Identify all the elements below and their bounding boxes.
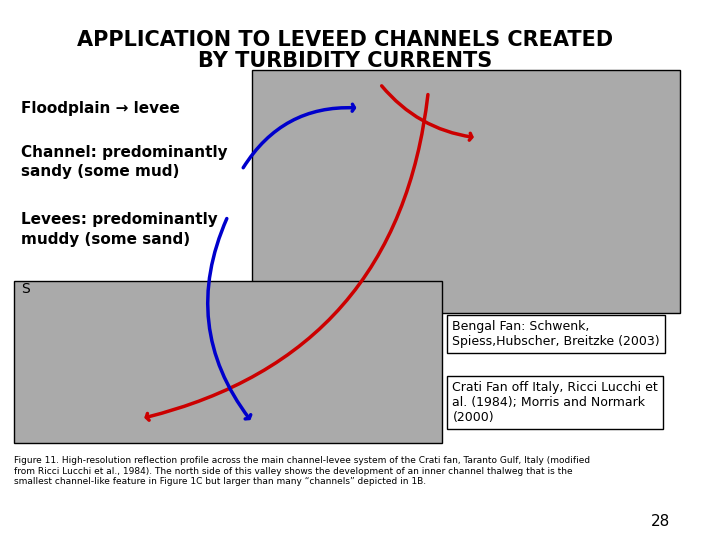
Text: Channel: predominantly
sandy (some mud): Channel: predominantly sandy (some mud): [21, 145, 228, 179]
Text: APPLICATION TO LEVEED CHANNELS CREATED: APPLICATION TO LEVEED CHANNELS CREATED: [77, 30, 613, 50]
Text: Figure 11. High-resolution reflection profile across the main channel-levee syst: Figure 11. High-resolution reflection pr…: [14, 456, 590, 486]
FancyBboxPatch shape: [14, 281, 442, 443]
Text: Levees: predominantly
muddy (some sand): Levees: predominantly muddy (some sand): [21, 212, 217, 247]
Text: 28: 28: [651, 514, 670, 529]
Text: S: S: [21, 282, 30, 296]
Text: Floodplain → levee: Floodplain → levee: [21, 100, 179, 116]
FancyBboxPatch shape: [252, 70, 680, 313]
Text: Crati Fan off Italy, Ricci Lucchi et
al. (1984); Morris and Normark
(2000): Crati Fan off Italy, Ricci Lucchi et al.…: [452, 381, 658, 424]
Text: Bengal Fan: Schwenk,
Spiess,Hubscher, Breitzke (2003): Bengal Fan: Schwenk, Spiess,Hubscher, Br…: [452, 320, 660, 348]
Text: BY TURBIDITY CURRENTS: BY TURBIDITY CURRENTS: [198, 51, 492, 71]
